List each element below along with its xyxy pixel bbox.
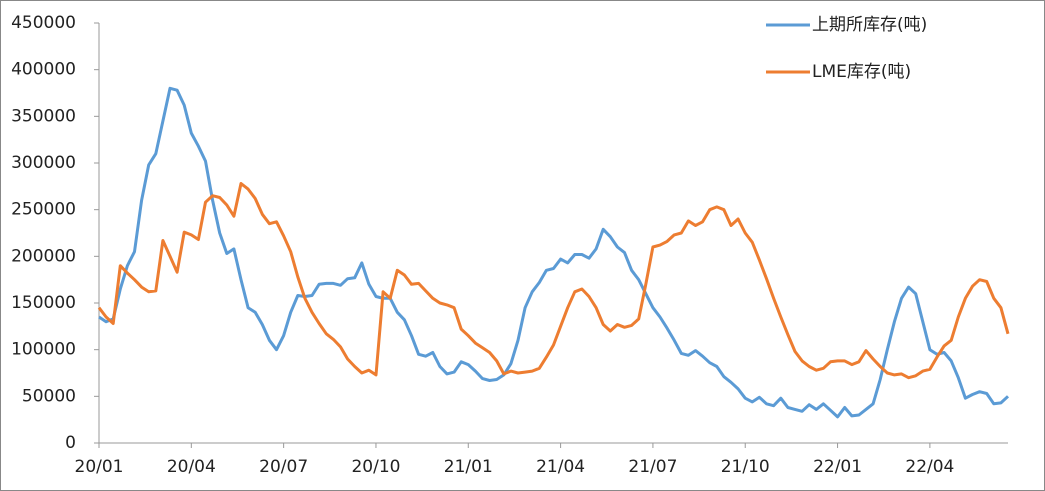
legend-label: 上期所库存(吨) [812, 15, 927, 35]
x-tick-label: 20/04 [167, 457, 216, 477]
x-tick-label: 21/04 [536, 457, 585, 477]
x-tick-label: 21/10 [721, 457, 770, 477]
y-tick-label: 200000 [11, 246, 76, 266]
y-tick-label: 300000 [11, 153, 76, 173]
x-tick-label: 20/10 [351, 457, 400, 477]
y-tick-label: 100000 [11, 340, 76, 360]
y-tick-label: 0 [65, 433, 76, 453]
y-tick-label: 50000 [22, 386, 76, 406]
y-tick-label: 150000 [11, 293, 76, 313]
series-line [98, 86, 1010, 419]
series-line [97, 182, 1010, 380]
y-tick-label: 350000 [11, 106, 76, 126]
x-tick-label: 20/01 [75, 457, 124, 477]
y-tick-label: 250000 [11, 200, 76, 220]
x-tick-label: 21/01 [444, 457, 493, 477]
x-tick-label: 22/01 [813, 457, 862, 477]
x-tick-label: 21/07 [628, 457, 677, 477]
x-tick-label: 22/04 [905, 457, 954, 477]
legend-label: LME库存(吨) [812, 62, 911, 82]
y-tick-label: 450000 [11, 13, 76, 33]
x-tick-label: 20/07 [259, 457, 308, 477]
y-tick-label: 400000 [11, 60, 76, 80]
